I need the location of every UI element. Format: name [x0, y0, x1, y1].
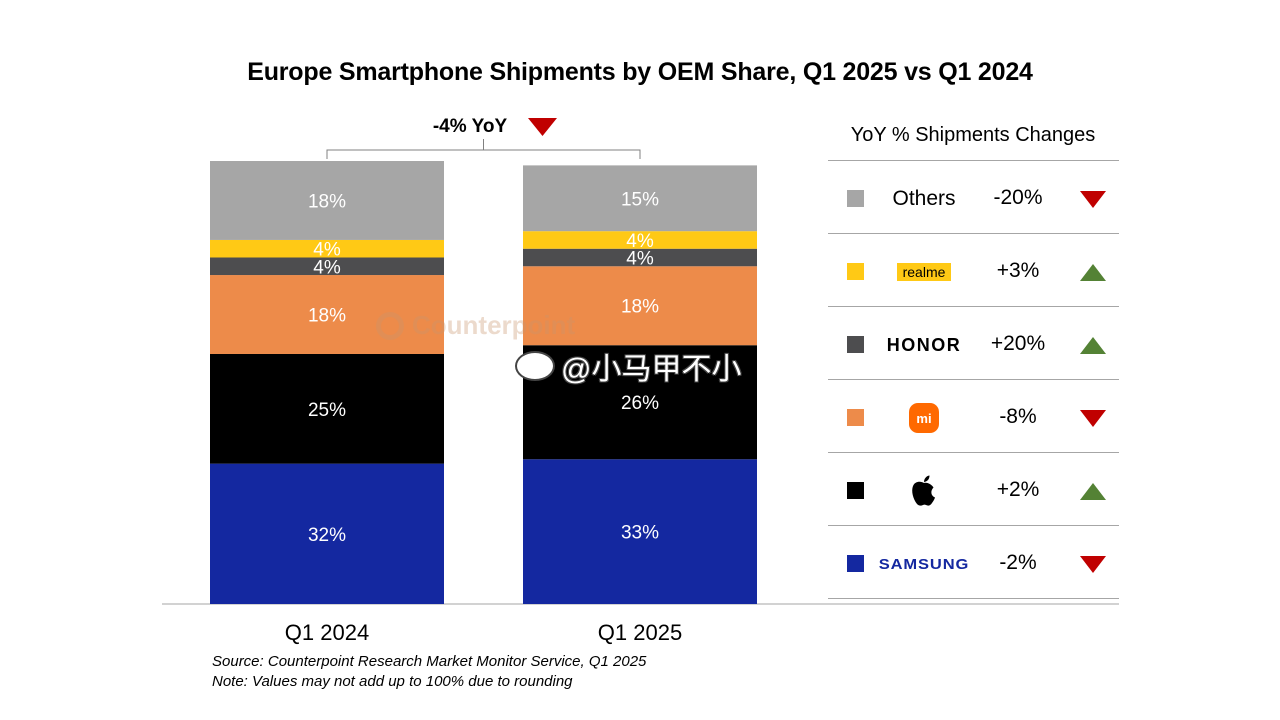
legend-brand-others: Others — [892, 187, 956, 210]
legend-yoy-apple: +2% — [996, 478, 1040, 501]
legend-row-xiaomi: mi -8% — [828, 379, 1119, 452]
total-yoy-down-arrow-icon — [528, 118, 557, 136]
up-arrow-icon — [1080, 483, 1106, 500]
bar-segment-apple-1 — [523, 345, 757, 460]
bar-segment-xiaomi-1 — [523, 266, 757, 346]
data-label-others-0: 18% — [308, 191, 346, 212]
bar-segment-samsung-1 — [523, 459, 757, 604]
chart-notes: Source: Counterpoint Research Market Mon… — [212, 652, 646, 692]
data-label-xiaomi-1: 18% — [621, 297, 659, 318]
data-label-apple-0: 25% — [308, 400, 346, 421]
weibo-watermark: @小马甲不小 — [515, 344, 741, 388]
data-label-samsung-0: 32% — [308, 525, 346, 546]
legend-row-samsung: SAMSUNG -2% — [828, 525, 1119, 599]
legend-row-others: Others -20% — [828, 160, 1119, 233]
legend-swatch-honor — [847, 336, 864, 353]
legend-row-honor: HONOR +20% — [828, 306, 1119, 379]
bar-segment-others-0 — [210, 161, 444, 240]
bar-segment-samsung-0 — [210, 463, 444, 604]
legend-swatch-apple — [847, 482, 864, 499]
legend-swatch-samsung — [847, 555, 864, 572]
data-label-xiaomi-0: 18% — [308, 306, 346, 327]
bar-segment-honor-0 — [210, 257, 444, 276]
x-tick-label-q1-2025: Q1 2025 — [597, 620, 683, 645]
yoy-legend: Others -20% realme +3% HONOR +20% mi -8%… — [828, 160, 1119, 599]
bar-segment-realme-1 — [523, 231, 757, 249]
legend-swatch-others — [847, 190, 864, 207]
honor-logo-icon: HONOR — [886, 334, 962, 355]
data-label-honor-1: 4% — [626, 248, 654, 269]
legend-yoy-xiaomi: -8% — [999, 405, 1037, 428]
bar-segment-realme-0 — [210, 239, 444, 258]
legend-row-realme: realme +3% — [828, 233, 1119, 306]
bar-segment-apple-0 — [210, 353, 444, 464]
yoy-bracket — [326, 139, 641, 159]
legend-header: YoY % Shipments Changes — [850, 124, 1096, 146]
rounding-note: Note: Values may not add up to 100% due … — [212, 673, 573, 690]
chart-title: Europe Smartphone Shipments by OEM Share… — [247, 58, 1033, 86]
source-note: Source: Counterpoint Research Market Mon… — [212, 653, 647, 670]
data-label-realme-0: 4% — [313, 240, 341, 261]
legend-yoy-realme: +3% — [996, 259, 1040, 282]
up-arrow-icon — [1080, 337, 1106, 354]
total-yoy-label: -4% YoY — [432, 116, 508, 137]
realme-logo-icon: realme — [878, 258, 970, 286]
up-arrow-icon — [1080, 264, 1106, 281]
data-label-realme-1: 4% — [626, 231, 654, 252]
data-label-others-1: 15% — [621, 189, 659, 210]
bar-segment-xiaomi-0 — [210, 275, 444, 354]
down-arrow-icon — [1080, 410, 1106, 427]
samsung-logo-icon: SAMSUNG — [878, 555, 970, 573]
data-label-apple-1: 26% — [621, 393, 659, 414]
down-arrow-icon — [1080, 556, 1106, 573]
legend-swatch-xiaomi — [847, 409, 864, 426]
xiaomi-logo-icon: mi — [878, 403, 970, 433]
legend-row-apple: +2% — [828, 452, 1119, 525]
counterpoint-watermark: Counterpoint — [376, 310, 575, 341]
bar-segment-others-1 — [523, 165, 757, 232]
legend-yoy-honor: +20% — [990, 332, 1046, 355]
legend-swatch-realme — [847, 263, 864, 280]
data-label-samsung-1: 33% — [621, 523, 659, 544]
counterpoint-logo-icon — [376, 311, 404, 340]
apple-logo-icon — [878, 475, 970, 506]
weibo-icon — [515, 351, 555, 381]
down-arrow-icon — [1080, 191, 1106, 208]
legend-yoy-others: -20% — [993, 186, 1043, 209]
data-label-honor-0: 4% — [313, 257, 341, 278]
legend-yoy-samsung: -2% — [999, 551, 1037, 574]
bar-segment-honor-1 — [523, 248, 757, 267]
x-tick-label-q1-2024: Q1 2024 — [284, 620, 370, 645]
